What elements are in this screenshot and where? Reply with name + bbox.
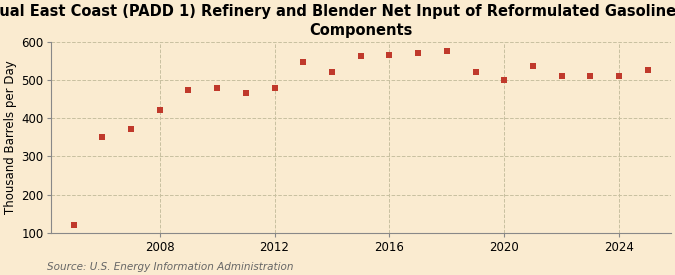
Point (68, 223, 79, 227)
Text: Source: U.S. Energy Information Administration: Source: U.S. Energy Information Administ… (47, 262, 294, 272)
Point (240, 91, 251, 95)
Point (298, 60, 308, 64)
Point (412, 51, 423, 55)
Point (585, 73, 596, 78)
Point (643, 68, 653, 73)
Title: Annual East Coast (PADD 1) Refinery and Blender Net Input of Reformulated Gasoli: Annual East Coast (PADD 1) Refinery and … (0, 4, 675, 38)
Point (155, 108, 165, 112)
Point (614, 74, 624, 78)
Point (183, 87, 194, 92)
Point (97, 135, 107, 139)
Point (384, 53, 395, 57)
Point (212, 86, 223, 90)
Point (470, 69, 481, 74)
Point (126, 127, 136, 131)
Point (499, 78, 510, 82)
Y-axis label: Thousand Barrels per Day: Thousand Barrels per Day (4, 60, 17, 214)
Point (528, 64, 539, 68)
Point (355, 54, 366, 59)
Point (327, 70, 338, 75)
Point (556, 74, 567, 78)
Point (269, 86, 280, 90)
Point (441, 49, 452, 53)
